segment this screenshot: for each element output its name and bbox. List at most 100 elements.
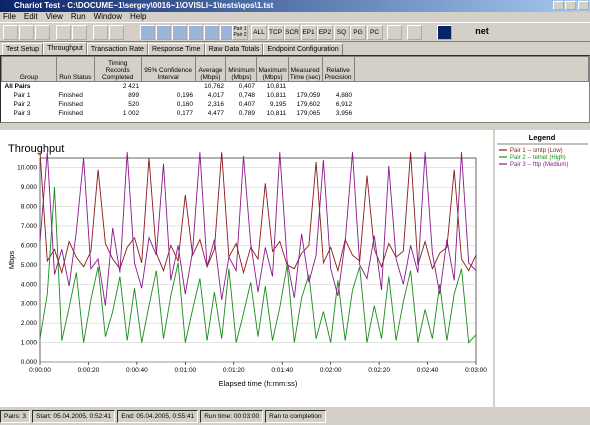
stop-button[interactable]: [72, 25, 87, 40]
table-cell: 10,811: [266, 83, 287, 90]
table-row: All Pairs 2 421 10,762 0,407 10,811: [2, 82, 589, 92]
toolbar-button[interactable]: PG: [350, 25, 366, 40]
menu-item[interactable]: Window: [93, 12, 123, 21]
menu-item[interactable]: View: [45, 12, 63, 21]
toolbar-button[interactable]: EP1: [300, 25, 317, 40]
table-cell: 4,477: [207, 110, 224, 117]
tab[interactable]: Raw Data Totals: [204, 43, 264, 55]
x-tick-label: 0:00:40: [126, 367, 148, 374]
toolbar-button[interactable]: SCR: [284, 25, 300, 40]
menu-bar: File Edit View Run Window Help: [0, 12, 590, 22]
table-cell: [354, 82, 588, 92]
list-button[interactable]: [407, 25, 422, 40]
tab[interactable]: Endpoint Configuration: [263, 43, 343, 55]
run-button[interactable]: [56, 25, 71, 40]
chart-button[interactable]: [109, 25, 124, 40]
table-cell: 1 002: [122, 110, 140, 117]
legend-panel: Legend Pair 1 -- smtp (Low) Pair 2 -- teln…: [495, 130, 590, 407]
table-cell: 0,789: [238, 110, 255, 117]
column-header: Measured Time (sec): [287, 56, 323, 82]
title-bar: Chariot Test - C:\DOCUME~1\sergey\0016~1…: [0, 0, 590, 12]
table: Group Run Status Timing Records Completed 9…: [1, 56, 589, 118]
tab[interactable]: Throughput: [43, 42, 87, 55]
window-title: Chariot Test - C:\DOCUME~1\sergey\0016~1…: [14, 1, 274, 10]
save-button[interactable]: [35, 25, 50, 40]
toolbar-button[interactable]: PC: [366, 25, 383, 40]
status-field: End: 05.04.2005, 0:55:41: [117, 410, 199, 423]
y-tick-label: 6.000: [21, 242, 38, 249]
table-cell: 10,811: [266, 110, 287, 117]
menu-item[interactable]: Edit: [23, 12, 38, 21]
legend-label: Pair 1 -- smtp (Low): [510, 148, 563, 154]
y-tick-label: 3.000: [21, 301, 38, 308]
results-table: Group Run Status Timing Records Completed 9…: [0, 55, 590, 123]
y-axis-label: Mbps: [7, 251, 16, 270]
minimize-button[interactable]: [553, 1, 564, 10]
pair-button[interactable]: Pair 1 Pair 2: [232, 25, 248, 40]
table-cell: [354, 100, 588, 109]
toolbar-button[interactable]: SQ: [333, 25, 350, 40]
table-cell: 0,177: [176, 110, 194, 117]
table-cell: 9,195: [269, 101, 287, 108]
table-cell: [354, 91, 588, 100]
legend-label: Pair 2 -- telnet (High): [510, 155, 566, 161]
pair-tool[interactable]: [188, 25, 203, 40]
pair-tool[interactable]: [156, 25, 171, 40]
new-button[interactable]: [3, 25, 18, 40]
maximize-button[interactable]: [565, 1, 576, 10]
column-header-empty: [353, 56, 589, 82]
pair-tool[interactable]: [172, 25, 187, 40]
info-button[interactable]: [437, 25, 452, 40]
column-header: Minimum (Mbps): [225, 56, 258, 82]
table-cell: 4,017: [207, 92, 224, 99]
x-tick-label: 0:00:20: [78, 367, 100, 374]
logo: net: [456, 25, 508, 40]
open-button[interactable]: [19, 25, 34, 40]
legend-title: Legend: [529, 133, 556, 142]
series-line: [39, 152, 477, 275]
table-cell: Pair 2: [13, 101, 31, 108]
y-tick-label: 4.000: [21, 281, 38, 288]
table-cell: 2 421: [122, 83, 140, 90]
x-tick-label: 0:01:40: [271, 367, 293, 374]
tab-strip: Test Setup Throughput Transaction Rate Resp…: [0, 42, 590, 55]
grid-button[interactable]: [387, 25, 402, 40]
close-button[interactable]: [578, 1, 589, 10]
x-tick-label: 0:03:00: [465, 367, 487, 374]
toolbar-button[interactable]: EP2: [317, 25, 333, 40]
print-button[interactable]: [93, 25, 108, 40]
table-cell: 3,956: [335, 110, 353, 117]
x-tick-label: 0:01:20: [223, 367, 245, 374]
series-line: [39, 187, 477, 344]
tab[interactable]: Response Time: [147, 43, 205, 55]
legend: Legend Pair 1 -- smtp (Low)Pair 2 -- teln…: [497, 133, 588, 168]
table-cell: 179,065: [296, 110, 321, 117]
tab[interactable]: Test Setup: [2, 43, 44, 55]
status-field: Start: 05.04.2005, 0:52:41: [32, 410, 116, 423]
y-tick-label: 1.000: [21, 340, 38, 347]
pair-tool[interactable]: [204, 25, 219, 40]
table-cell: [141, 82, 195, 92]
toolbar-button[interactable]: ALL: [251, 25, 267, 40]
status-field: Pairs: 3: [0, 410, 31, 423]
menu-item[interactable]: Run: [70, 12, 86, 21]
pair-tool[interactable]: [140, 25, 155, 40]
x-tick-label: 0:02:00: [320, 367, 342, 374]
menu-item[interactable]: File: [3, 12, 16, 21]
y-tick-label: 7.000: [21, 223, 38, 230]
toolbar-button[interactable]: TCP: [267, 25, 284, 40]
y-tick-label: 2.000: [21, 320, 38, 327]
legend-label: Pair 3 -- fttp (Medium): [510, 162, 568, 168]
tab[interactable]: Transaction Rate: [86, 43, 148, 55]
table-cell: 6,912: [335, 101, 353, 108]
table-cell: 0,748: [238, 92, 255, 99]
column-header: Average (Mbps): [194, 56, 227, 82]
table-cell: [288, 82, 322, 92]
y-tick-label: 8.000: [21, 204, 38, 211]
table-cell: Finished: [58, 110, 83, 117]
column-header: Relative Precision: [321, 56, 355, 82]
column-header: 95% Confidence Interval: [140, 56, 196, 82]
menu-item[interactable]: Help: [130, 12, 147, 21]
y-tick-label: 5.000: [21, 262, 38, 269]
table-cell: All Pairs: [4, 83, 31, 90]
